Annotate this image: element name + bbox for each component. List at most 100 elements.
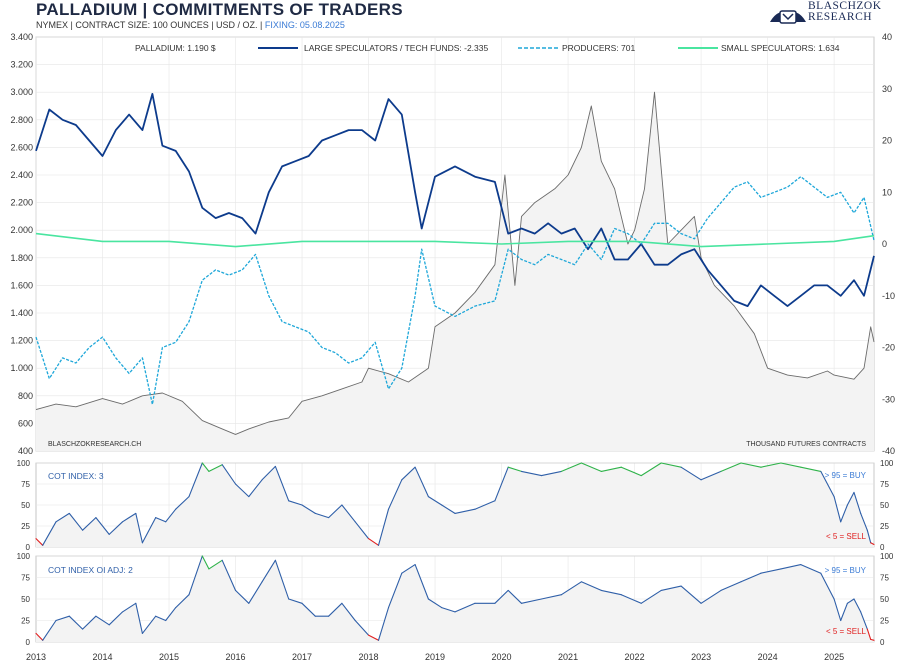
left-tick-label: 2.200 (10, 198, 33, 208)
cot-right-tick-label: 75 (880, 574, 889, 583)
page-title: PALLADIUM | COMMITMENTS OF TRADERS (36, 0, 403, 19)
cot-right-tick-label: 25 (880, 617, 889, 626)
cot-right-tick-label: 0 (880, 543, 885, 552)
cot-segment (108, 521, 124, 535)
cot-segment (68, 615, 84, 630)
cot-segment (780, 564, 802, 570)
cot-segment (201, 555, 210, 570)
left-tick-label: 3.400 (10, 32, 33, 42)
cot-segment (328, 504, 343, 519)
cot-segment (82, 517, 97, 531)
cot-segment (274, 465, 290, 502)
right-tick-label: -40 (882, 446, 895, 456)
large-speculators-line (35, 93, 875, 307)
cot-segment (135, 512, 143, 544)
cot-segment (234, 589, 250, 604)
left-tick-label: 3.200 (10, 60, 33, 70)
cot-segment (580, 581, 602, 591)
cot-segment (301, 504, 316, 514)
cot-segment (288, 500, 303, 506)
cot-segment (108, 611, 124, 626)
cot-index-sell-label: < 5 = SELL (826, 532, 867, 541)
cot-segment (188, 462, 203, 498)
cot-segment (620, 594, 642, 604)
cot-segment (95, 517, 110, 535)
cot-segment (301, 602, 316, 617)
cot-segment (221, 559, 237, 591)
right-tick-label: 10 (882, 187, 892, 197)
legend-large-speculators: LARGE SPECULATORS / TECH FUNDS: -2.335 (304, 43, 488, 53)
right-tick-label: 0 (882, 239, 887, 249)
cot-segment (354, 619, 370, 636)
cot-segment (840, 602, 848, 622)
logo-line1: BLASCHZOK (808, 0, 882, 12)
left-tick-label: 1.600 (10, 280, 33, 290)
cot-segment (377, 508, 390, 546)
cot-segment (846, 598, 855, 604)
cot-left-tick-label: 25 (21, 617, 30, 626)
year-tick-label: 2017 (292, 652, 312, 662)
main-series (35, 91, 875, 435)
cot-segment (700, 470, 722, 481)
cot-left-tick-label: 25 (21, 522, 30, 531)
cot-segment (660, 462, 682, 468)
cot-segment (341, 602, 356, 622)
cot-segment (288, 598, 303, 604)
cot-segment (870, 542, 875, 546)
logo-text: BLASCHZOK RESEARCH (808, 0, 882, 23)
cot-segment (580, 462, 602, 472)
cot-segment (201, 462, 210, 472)
year-tick-label: 2013 (26, 652, 46, 662)
legend-producers: PRODUCERS: 701 (562, 43, 635, 53)
cot-left-tick-label: 75 (21, 480, 30, 489)
cot-segment (274, 559, 290, 600)
cot-segment (441, 504, 456, 514)
year-tick-label: 2023 (691, 652, 711, 662)
cot-segment (454, 602, 476, 613)
legend: PALLADIUM: 1.190 $ LARGE SPECULATORS / T… (135, 43, 840, 53)
cot-segment (507, 466, 523, 472)
cot-right-tick-label: 100 (880, 552, 894, 561)
cot-segment (740, 462, 762, 468)
left-tick-label: 2.000 (10, 225, 33, 235)
cot-segment (387, 479, 403, 510)
cot-segment (853, 598, 862, 613)
cot-segment (82, 615, 97, 630)
cot-segment (55, 615, 70, 622)
legend-palladium: PALLADIUM: 1.190 $ (135, 43, 216, 53)
fixing-date: FIXING: 05.08.2025 (264, 20, 345, 30)
cot-segment (474, 500, 496, 510)
cot-segment (833, 598, 842, 622)
cot-segment (414, 564, 429, 600)
right-tick-label: 20 (882, 136, 892, 146)
producers-line (35, 176, 875, 406)
cot-segment (208, 559, 223, 570)
cot-segment (833, 496, 842, 523)
right-tick-label: 40 (882, 32, 892, 42)
cot-right-tick-label: 25 (880, 522, 889, 531)
price-area (36, 92, 874, 451)
cot-segment (341, 504, 356, 523)
cot-segment (165, 508, 177, 523)
year-tick-label: 2021 (558, 652, 578, 662)
cot-segment (387, 572, 403, 609)
cot-oi-area (36, 556, 874, 642)
cot-left-tick-label: 75 (21, 574, 30, 583)
right-tick-label: -20 (882, 343, 895, 353)
cot-segment (860, 611, 868, 630)
cot-segment (800, 466, 822, 472)
left-tick-label: 400 (18, 446, 33, 456)
cot-segment (680, 585, 702, 604)
cot-segment (367, 538, 380, 546)
cot-segment (328, 602, 343, 617)
cot-segment (248, 479, 263, 498)
year-tick-label: 2015 (159, 652, 179, 662)
cot-segment (354, 521, 370, 540)
cot-segment (165, 607, 177, 622)
cot-right-tick-label: 50 (880, 595, 889, 604)
cot-segment (600, 466, 622, 472)
cot-segment (866, 529, 872, 544)
year-tick-label: 2020 (492, 652, 512, 662)
left-tick-label: 1.000 (10, 363, 33, 373)
